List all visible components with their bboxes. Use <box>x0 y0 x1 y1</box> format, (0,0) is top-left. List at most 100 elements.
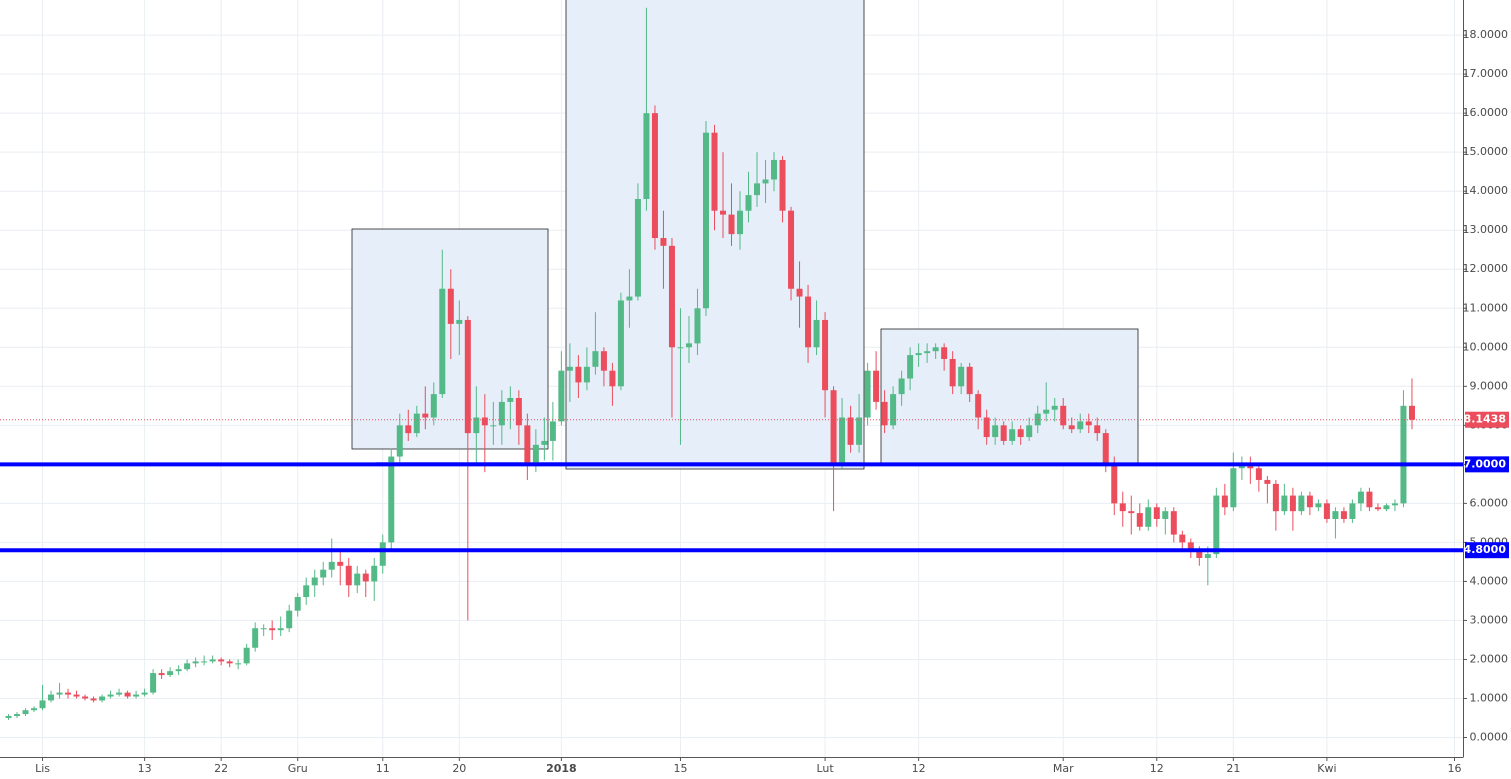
candle-body <box>898 378 905 395</box>
candle-body <box>82 696 89 699</box>
candle-body <box>890 394 897 426</box>
candle-body <box>1000 425 1007 441</box>
candle-body <box>779 159 786 211</box>
candle-body <box>822 319 829 391</box>
level-label: 7.0000 <box>1464 457 1507 470</box>
candle-body <box>762 179 769 184</box>
candle-body <box>1213 495 1220 555</box>
range-box <box>351 228 549 450</box>
candle-body <box>39 700 46 709</box>
candle-body <box>1196 550 1203 558</box>
candle-body <box>277 628 284 631</box>
candle-body <box>133 694 140 697</box>
candle-body <box>379 542 386 566</box>
candle-body <box>609 370 616 387</box>
candle-body <box>788 210 795 289</box>
candle-body <box>1289 495 1296 512</box>
candle-body <box>643 113 650 200</box>
x-tick-label: Mar <box>1053 762 1074 775</box>
candle-body <box>22 710 29 715</box>
y-tick-label: 0.0000 <box>1470 730 1509 743</box>
range-box <box>880 328 1139 464</box>
candle-body <box>745 195 752 211</box>
x-tick-label: 12 <box>1150 762 1164 775</box>
candle-body <box>617 300 624 387</box>
y-tick-label: 16.0000 <box>1463 106 1509 119</box>
y-tick-label: 17.0000 <box>1463 67 1509 80</box>
y-tick-label: 13.0000 <box>1463 223 1509 236</box>
candle-body <box>150 673 157 693</box>
candle-body <box>218 659 225 662</box>
candle-body <box>1272 483 1279 512</box>
x-tick-label: 12 <box>912 762 926 775</box>
candle-body <box>1306 495 1313 508</box>
candle-body <box>56 692 63 695</box>
x-tick-label: 2018 <box>546 762 577 775</box>
candle-body <box>1085 421 1092 426</box>
candle-body <box>847 417 854 445</box>
candle-body <box>719 210 726 215</box>
candle-body <box>1230 468 1237 508</box>
x-tick-label: 16 <box>1447 762 1461 775</box>
x-tick-label: 20 <box>452 762 466 775</box>
candle-body <box>711 132 718 211</box>
x-tick-label: 22 <box>214 762 228 775</box>
candle-body <box>447 288 454 324</box>
candle-body <box>1153 507 1160 519</box>
candle-body <box>958 366 965 387</box>
candle-body <box>184 663 191 670</box>
candle-body <box>396 425 403 457</box>
candle-body <box>141 692 148 695</box>
candle-body <box>1340 511 1347 519</box>
candle-body <box>881 401 888 426</box>
candle-body <box>1128 511 1135 514</box>
candle-body <box>252 628 259 648</box>
candle-body <box>830 390 837 465</box>
y-tick-label: 11.0000 <box>1463 301 1509 314</box>
candle-body <box>48 694 55 701</box>
candle-body <box>805 296 812 348</box>
candle-body <box>1077 421 1084 430</box>
candle-body <box>31 708 38 711</box>
candle-body <box>685 343 692 348</box>
candle-body <box>1238 466 1245 469</box>
candle-body <box>1043 409 1050 414</box>
candle-body <box>1221 495 1228 508</box>
candle-body <box>856 417 863 445</box>
candle-body <box>1383 505 1390 510</box>
candle-body <box>992 425 999 438</box>
candle-body <box>116 692 123 695</box>
candle-body <box>1060 405 1067 426</box>
range-boxes <box>351 0 1139 470</box>
candle-body <box>532 444 539 465</box>
x-tick-label: 15 <box>673 762 687 775</box>
candle-body <box>515 398 522 426</box>
candle-body <box>541 440 548 445</box>
y-tick-label: 2.0000 <box>1470 652 1509 665</box>
y-tick-label: 15.0000 <box>1463 145 1509 158</box>
candle-body <box>226 661 233 664</box>
y-tick-label: 10.0000 <box>1463 340 1509 353</box>
candle-body <box>796 288 803 297</box>
candle-body <box>1017 429 1024 438</box>
y-tick-label: 1.0000 <box>1470 691 1509 704</box>
candle-body <box>303 585 310 598</box>
candle-body <box>99 696 106 701</box>
candle-body <box>439 288 446 395</box>
candle-body <box>1391 503 1398 506</box>
y-tick-label: 3.0000 <box>1470 613 1509 626</box>
candle-body <box>651 113 658 239</box>
candle-body <box>201 661 208 663</box>
candle-body <box>1357 491 1364 504</box>
candle-body <box>941 347 948 359</box>
candle-body <box>1298 495 1305 512</box>
candle-body <box>1374 507 1381 510</box>
candle-body <box>813 319 820 348</box>
candle-body <box>430 394 437 418</box>
candle-body <box>949 358 956 387</box>
x-tick-label: 13 <box>138 762 152 775</box>
candle-body <box>354 573 361 586</box>
candle-body <box>1332 511 1339 519</box>
candle-body <box>1187 542 1194 551</box>
candle-body <box>702 132 709 309</box>
